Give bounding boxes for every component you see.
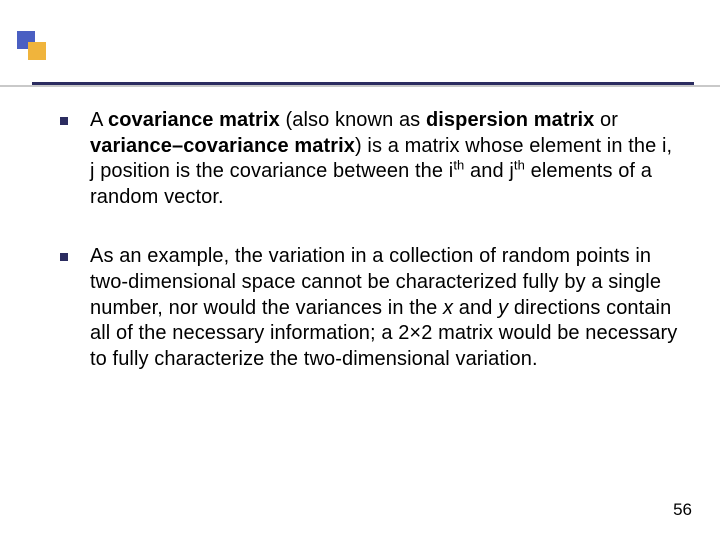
- slide: A covariance matrix (also known as dispe…: [0, 0, 720, 540]
- slide-header: [0, 0, 720, 84]
- page-number: 56: [673, 500, 692, 520]
- bold-term-covariance-matrix: covariance matrix: [108, 109, 280, 131]
- bullet-icon: [60, 253, 68, 261]
- text-run: A: [90, 109, 108, 131]
- italic-var-x: x: [443, 297, 453, 319]
- list-item: As an example, the variation in a collec…: [60, 244, 680, 372]
- slide-body: A covariance matrix (also known as dispe…: [60, 108, 680, 406]
- superscript-ith: th: [453, 158, 464, 173]
- list-item: A covariance matrix (also known as dispe…: [60, 108, 680, 210]
- paragraph-2: As an example, the variation in a collec…: [90, 244, 680, 372]
- paragraph-1: A covariance matrix (also known as dispe…: [90, 108, 680, 210]
- text-run: or: [594, 109, 618, 131]
- superscript-jth: th: [514, 158, 525, 173]
- text-run: (also known as: [280, 109, 426, 131]
- text-run: and: [453, 297, 498, 319]
- header-rule-light: [0, 85, 720, 87]
- bold-term-dispersion-matrix: dispersion matrix: [426, 109, 594, 131]
- bullet-icon: [60, 117, 68, 125]
- text-run: and j: [464, 160, 514, 182]
- decor-square-yellow-icon: [28, 42, 46, 60]
- italic-var-y: y: [498, 297, 508, 319]
- bold-term-variance-covariance-matrix: variance–covariance matrix: [90, 135, 355, 157]
